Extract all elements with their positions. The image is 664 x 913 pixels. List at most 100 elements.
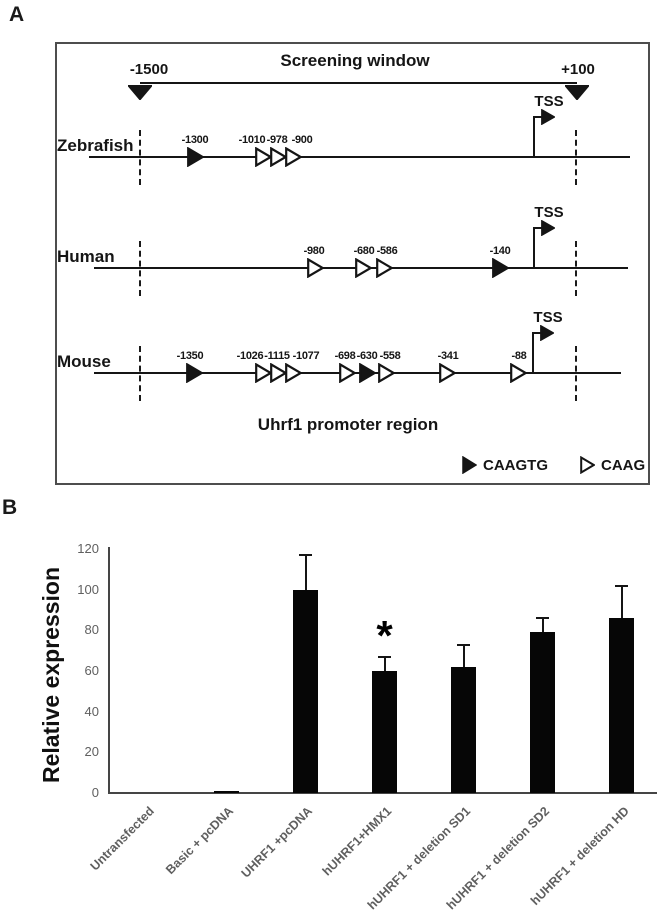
window-start-label: -1500 (129, 61, 169, 78)
motif-site-filled-triangle-icon (492, 258, 509, 278)
error-bar-cap (615, 584, 628, 587)
tss-vertical-line (533, 117, 535, 157)
bar (293, 589, 318, 793)
filled-triangle-icon (462, 456, 477, 474)
error-bar-line (620, 585, 623, 619)
screening-boundary-dash (139, 346, 141, 401)
site-position-label: -900 (291, 134, 313, 146)
bar (214, 790, 239, 793)
legend-item-caag: CAAG (580, 456, 645, 474)
site-position-label: -978 (266, 134, 288, 146)
motif-site-open-triangle-icon (270, 363, 287, 383)
motif-site-open-triangle-icon (270, 147, 287, 167)
x-axis-line (108, 792, 657, 794)
site-position-label: -1115 (264, 350, 290, 362)
screening-boundary-dash (575, 130, 577, 185)
motif-site-filled-triangle-icon (187, 147, 204, 167)
motif-site-filled-triangle-icon (186, 363, 203, 383)
site-position-label: -1350 (176, 350, 204, 362)
tss-horizontal-line (532, 332, 542, 334)
tss-horizontal-line (533, 116, 543, 118)
site-position-label: -1026 (236, 350, 264, 362)
bar (530, 632, 555, 793)
site-position-label: -1077 (292, 350, 320, 362)
window-end-arrow-icon (565, 85, 589, 100)
site-position-label: -558 (379, 350, 401, 362)
site-position-label: -88 (511, 350, 527, 362)
panel-a-label: A (9, 3, 25, 26)
error-bar-cap (457, 643, 470, 646)
tss-vertical-line (533, 228, 535, 268)
tss-label: TSS (533, 309, 563, 326)
significance-asterisk: * (376, 611, 393, 659)
motif-site-open-triangle-icon (439, 363, 456, 383)
motif-site-open-triangle-icon (255, 363, 272, 383)
tss-vertical-line (532, 333, 534, 373)
site-position-label: -1010 (238, 134, 266, 146)
legend-item-caagtg: CAAGTG (462, 456, 548, 474)
y-tick-label: 40 (84, 703, 99, 719)
error-bar-line (383, 656, 386, 671)
motif-site-open-triangle-icon (307, 258, 324, 278)
y-axis-line (108, 547, 110, 794)
tss-arrowhead-icon (541, 220, 555, 236)
tss-label: TSS (534, 93, 564, 110)
y-tick-label: 120 (77, 541, 99, 556)
tss-label: TSS (534, 204, 564, 221)
y-tick-label: 80 (84, 622, 99, 638)
tss-arrowhead-icon (541, 109, 555, 125)
screening-window-line (140, 82, 577, 84)
y-tick-label: 60 (84, 663, 99, 678)
y-tick-label: 0 (91, 785, 99, 800)
track-label-zebrafish: Zebrafish (57, 136, 134, 155)
screening-boundary-dash (139, 241, 141, 296)
error-bar-line (462, 644, 465, 667)
motif-site-filled-triangle-icon (359, 363, 376, 383)
screening-window-title: Screening window (280, 51, 430, 70)
y-tick-label: 100 (77, 581, 99, 597)
error-bar-cap (299, 554, 312, 557)
motif-site-open-triangle-icon (255, 147, 272, 167)
error-bar-line (304, 555, 307, 590)
screening-boundary-dash (575, 346, 577, 401)
motif-site-open-triangle-icon (285, 363, 302, 383)
motif-site-open-triangle-icon (376, 258, 393, 278)
x-category-label: hUHRF1+HMX1 (319, 804, 395, 879)
site-position-label: -140 (489, 245, 511, 257)
x-category-label: Basic + pcDNA (163, 804, 237, 878)
motif-site-open-triangle-icon (355, 258, 372, 278)
site-position-label: -698 (334, 350, 356, 362)
x-category-label: UHRF1 +pcDNA (238, 804, 316, 881)
site-position-label: -341 (437, 350, 459, 362)
motif-site-open-triangle-icon (510, 363, 527, 383)
track-label-mouse: Mouse (57, 352, 111, 371)
track-line (89, 156, 630, 158)
screening-boundary-dash (139, 130, 141, 185)
bar (451, 666, 476, 793)
track-label-human: Human (57, 247, 115, 266)
motif-site-open-triangle-icon (339, 363, 356, 383)
error-bar-cap (536, 617, 549, 620)
promoter-region-caption: Uhrf1 promoter region (257, 415, 439, 434)
window-start-arrow-icon (128, 85, 152, 100)
site-position-label: -980 (303, 245, 325, 257)
bar (372, 671, 397, 793)
x-category-label: Untransfected (88, 804, 158, 874)
window-end-label: +100 (561, 61, 595, 78)
error-bar-line (541, 618, 544, 633)
bar (609, 618, 634, 793)
motif-site-open-triangle-icon (285, 147, 302, 167)
legend-label-caag: CAAG (601, 456, 646, 474)
panel-b-label: B (2, 496, 18, 519)
site-position-label: -680 (353, 245, 375, 257)
legend-label-caagtg: CAAGTG (483, 456, 548, 474)
y-tick-label: 20 (84, 744, 99, 760)
motif-site-open-triangle-icon (378, 363, 395, 383)
motif-legend: CAAGTG CAAG (462, 456, 645, 474)
tss-horizontal-line (533, 227, 543, 229)
tss-arrowhead-icon (540, 325, 554, 341)
site-position-label: -586 (376, 245, 398, 257)
open-triangle-icon (580, 456, 595, 474)
track-line (94, 372, 621, 374)
